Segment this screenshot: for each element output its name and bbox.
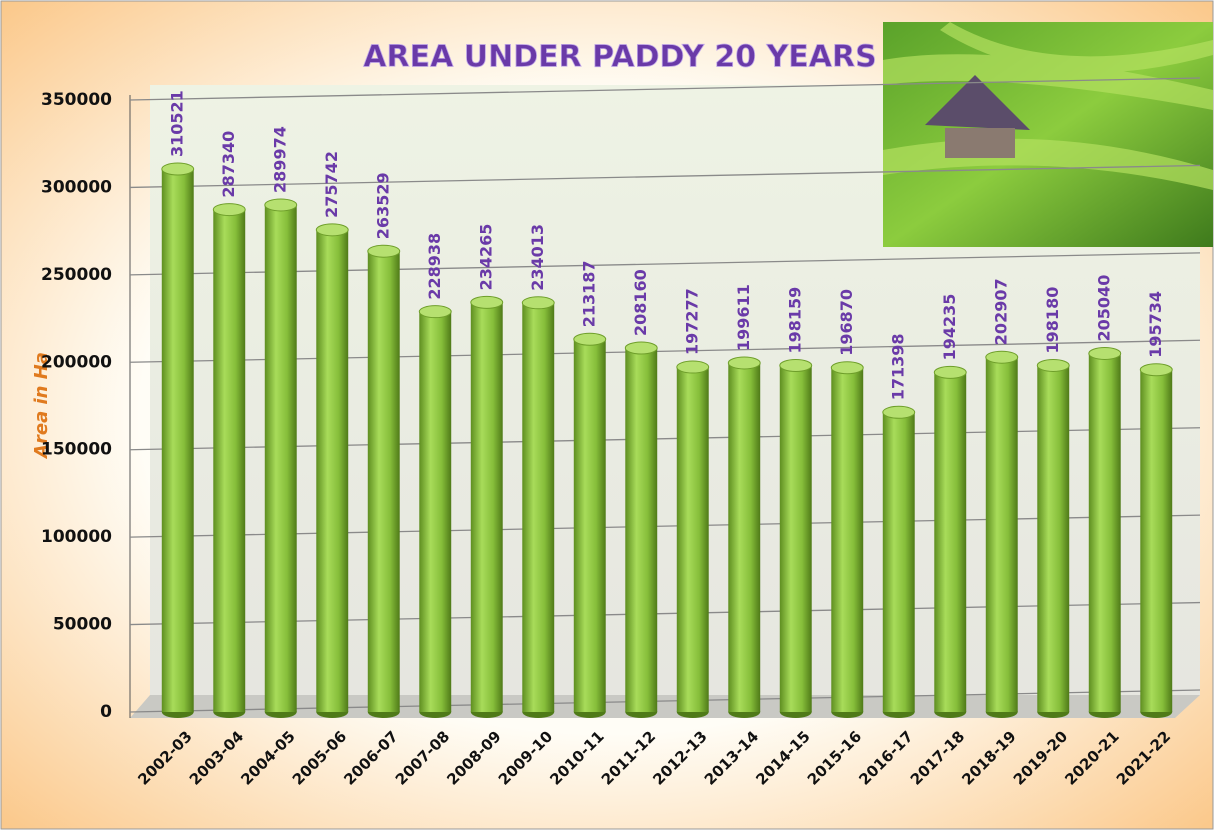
bar	[728, 362, 761, 712]
bar	[161, 169, 194, 712]
bar-top	[315, 223, 349, 237]
bar-top	[264, 198, 298, 212]
bar	[779, 365, 812, 712]
value-label: 202907	[991, 278, 1010, 345]
y-tick-label: 150000	[41, 440, 112, 460]
value-label: 263529	[373, 172, 392, 239]
value-label: 289974	[270, 126, 289, 193]
grid-line	[129, 689, 1201, 713]
value-label: 197277	[682, 288, 701, 355]
value-label: 228938	[425, 233, 444, 300]
value-label: 287340	[219, 131, 238, 198]
bar	[1088, 353, 1121, 712]
y-tick-label: 0	[100, 702, 112, 722]
value-label: 275742	[322, 151, 341, 218]
value-label: 196870	[837, 289, 856, 356]
bar-top	[521, 296, 555, 310]
bar	[934, 372, 967, 712]
value-label: 198159	[785, 287, 804, 354]
bar-top	[727, 356, 761, 370]
bar-top	[1088, 346, 1122, 360]
bar-top	[933, 365, 967, 379]
bar	[573, 339, 606, 712]
bar-top	[676, 360, 710, 374]
value-label: 213187	[579, 260, 598, 327]
bar-top	[161, 162, 195, 176]
y-tick-label: 50000	[53, 615, 112, 635]
y-tick-label: 250000	[41, 265, 112, 285]
grid-line	[129, 77, 1201, 101]
bar-top	[624, 341, 658, 355]
y-axis-title: Area in Ha	[31, 352, 52, 460]
bar-top	[1139, 363, 1173, 377]
bar-top	[1036, 358, 1070, 372]
bar	[1140, 369, 1173, 712]
y-tick-label: 300000	[41, 177, 112, 197]
y-tick-label: 100000	[41, 527, 112, 547]
bar	[1037, 365, 1070, 712]
bar-top	[779, 359, 813, 373]
bar	[676, 367, 709, 712]
bar-top	[573, 332, 607, 346]
grid-line	[129, 514, 1201, 538]
bar-top	[418, 305, 452, 319]
grid-line	[129, 427, 1201, 451]
chart-title: AREA UNDER PADDY 20 YEARS	[363, 40, 876, 75]
value-label: 208160	[631, 269, 650, 336]
photo	[883, 22, 1213, 247]
bar	[316, 229, 349, 713]
value-label: 199611	[734, 284, 753, 351]
y-tick-label: 200000	[41, 352, 112, 372]
bar	[419, 311, 452, 712]
bar-top	[367, 244, 401, 258]
grid-line	[129, 164, 1201, 189]
bar-top	[212, 203, 246, 217]
grid-line	[129, 601, 1201, 626]
bar	[470, 302, 503, 712]
bar	[213, 209, 246, 712]
value-label: 194235	[940, 294, 959, 361]
value-label: 198180	[1043, 287, 1062, 354]
bar-top	[470, 295, 504, 309]
bar	[367, 251, 400, 712]
bar-top	[985, 350, 1019, 364]
grid-line	[129, 252, 1201, 276]
y-tick-label: 350000	[41, 90, 112, 110]
value-label: 205040	[1094, 275, 1113, 342]
grid-line	[129, 339, 1201, 363]
value-label: 234013	[528, 224, 547, 291]
bar	[985, 357, 1018, 712]
bar	[264, 204, 297, 712]
bar	[625, 348, 658, 712]
value-label: 195734	[1146, 291, 1165, 358]
bar-top	[830, 361, 864, 375]
bar	[882, 412, 915, 712]
value-label: 234265	[476, 224, 495, 291]
bar-top	[882, 405, 916, 419]
value-label: 171398	[888, 334, 907, 401]
value-label: 310521	[167, 90, 186, 157]
bar	[522, 302, 555, 712]
bar	[831, 367, 864, 712]
